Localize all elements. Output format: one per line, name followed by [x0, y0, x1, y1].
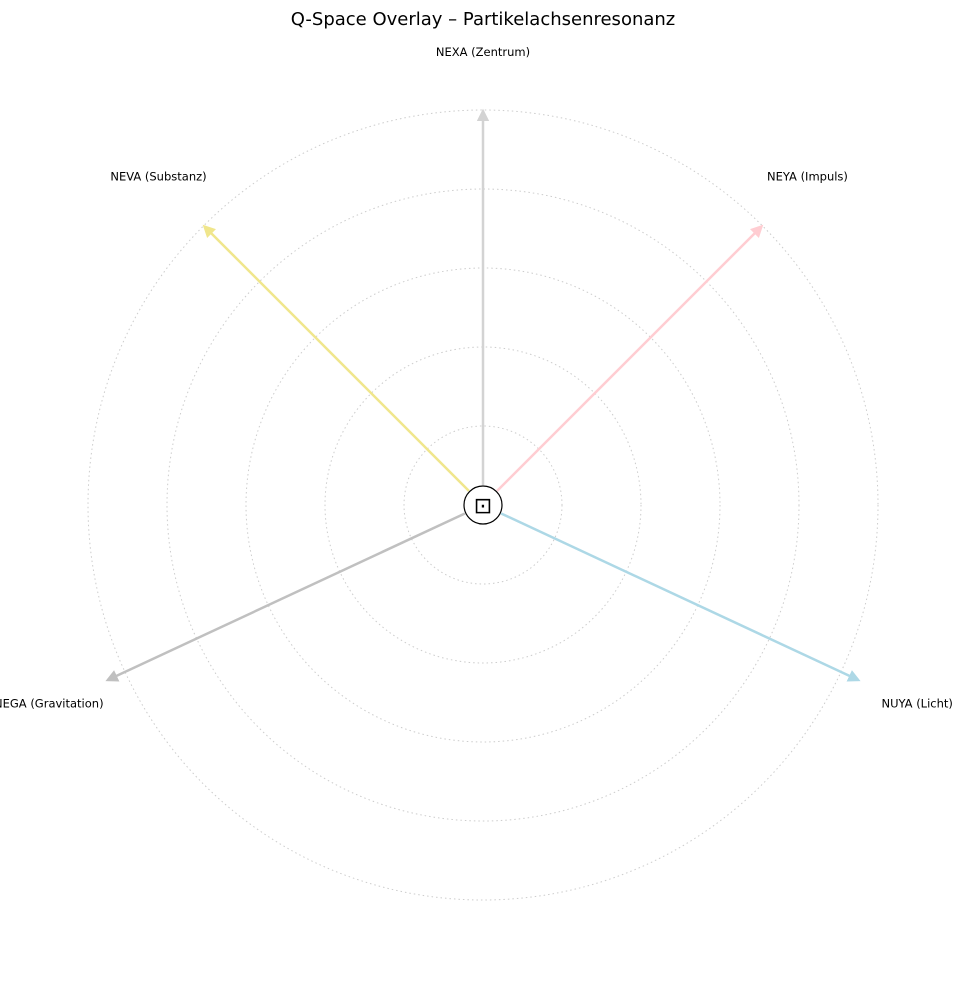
axis-arrows	[105, 108, 861, 682]
axis-label-nega: NEGA (Gravitation)	[0, 696, 104, 710]
ring-1	[403, 425, 563, 585]
ring-5	[87, 109, 879, 901]
ring-4	[166, 188, 800, 822]
axis-arrow-nega	[105, 512, 466, 682]
center-circle	[463, 485, 503, 525]
axis-arrow-nuya	[500, 512, 861, 682]
axis-labels: NEXA (Zentrum) NEYA (Impuls) NUYA (Licht) N…	[0, 45, 953, 710]
axis-label-neva: NEVA (Substanz)	[110, 170, 206, 184]
axis-arrow-neva	[202, 224, 470, 492]
center-symbol-icon: ⊡	[474, 494, 492, 519]
axis-label-neya: NEYA (Impuls)	[767, 170, 848, 184]
axis-arrow-neya	[496, 224, 764, 492]
ring-2	[324, 346, 642, 664]
axis-label-nuya: NUYA (Licht)	[882, 696, 953, 710]
axis-label-nexa: NEXA (Zentrum)	[436, 45, 530, 59]
diagram-title: Q-Space Overlay – Partikelachsenresonanz	[291, 9, 676, 30]
